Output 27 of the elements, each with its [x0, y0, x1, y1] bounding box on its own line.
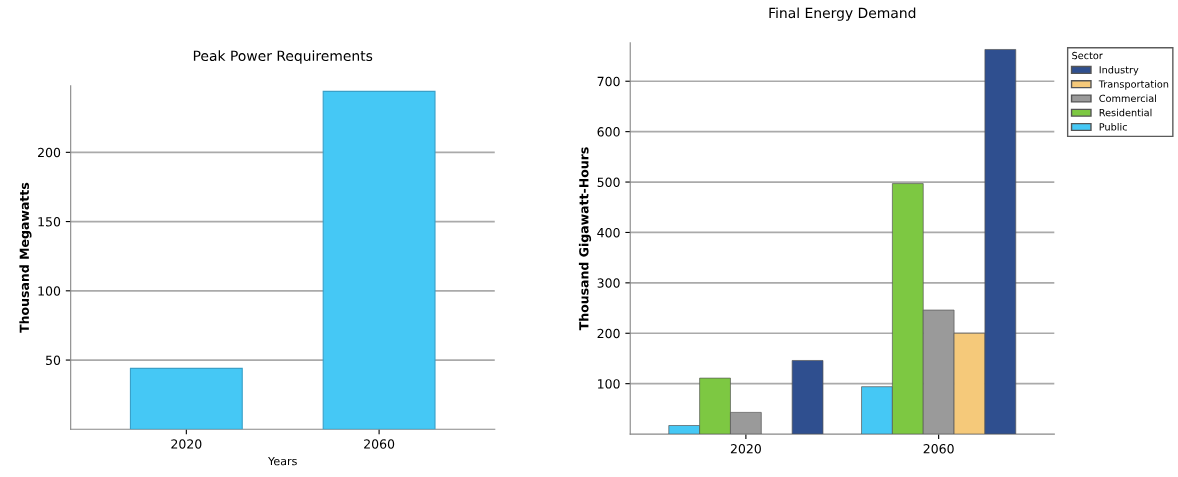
x-tick-label: 2020 — [730, 444, 761, 454]
x-tick-label: 2060 — [364, 439, 395, 449]
y-tick-label: 50 — [46, 355, 61, 365]
y-tick-label: 700 — [597, 76, 620, 87]
x-tick-label: 2020 — [171, 439, 202, 449]
y-tick-label: 300 — [597, 278, 620, 288]
y-tick-label: 600 — [597, 127, 620, 137]
chart-title: Final Energy Demand — [769, 7, 916, 21]
bar — [791, 360, 824, 435]
legend-label: Transportation — [1098, 80, 1169, 90]
chart-title: Peak Power Requirements — [193, 50, 373, 64]
y-tick-label: 150 — [38, 217, 61, 227]
legend-label: Residential — [1099, 108, 1152, 117]
legend-title: Sector — [1072, 51, 1103, 60]
y-tick-label: 100 — [38, 286, 61, 296]
y-axis-title: Thousand Megawatts — [19, 182, 32, 333]
y-tick-label: 100 — [598, 379, 620, 389]
y-tick-label: 400 — [597, 227, 620, 238]
legend-label: Commercial — [1099, 94, 1156, 103]
x-axis-title: Years — [268, 457, 297, 466]
y-tick-label: 200 — [597, 328, 620, 339]
legend-label: Industry — [1099, 65, 1139, 76]
legend-label: Public — [1099, 123, 1127, 131]
x-tick-label: 2060 — [923, 444, 954, 454]
y-tick-label: 500 — [597, 177, 620, 187]
y-tick-label: 200 — [38, 147, 61, 158]
y-axis-title: Thousand Gigawatt-Hours — [578, 147, 592, 331]
